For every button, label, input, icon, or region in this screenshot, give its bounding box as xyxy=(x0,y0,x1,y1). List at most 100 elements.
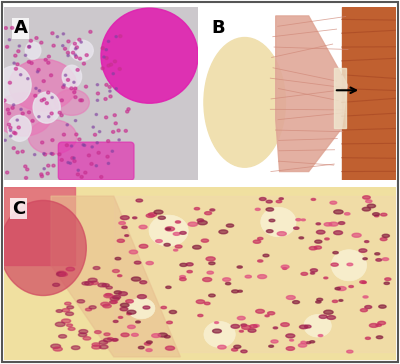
Circle shape xyxy=(193,245,201,249)
Circle shape xyxy=(136,199,142,202)
Circle shape xyxy=(16,151,19,154)
Circle shape xyxy=(212,329,221,333)
Circle shape xyxy=(82,282,89,285)
Circle shape xyxy=(106,286,112,289)
Circle shape xyxy=(68,327,75,331)
Circle shape xyxy=(299,237,304,239)
Circle shape xyxy=(84,171,87,174)
Circle shape xyxy=(66,124,68,126)
Circle shape xyxy=(112,295,121,299)
Circle shape xyxy=(121,333,129,337)
Circle shape xyxy=(166,286,171,288)
Circle shape xyxy=(329,222,338,226)
Circle shape xyxy=(72,51,75,54)
Circle shape xyxy=(112,131,115,133)
Circle shape xyxy=(139,225,147,229)
Circle shape xyxy=(78,38,81,41)
Circle shape xyxy=(137,294,146,298)
Circle shape xyxy=(118,292,127,296)
Circle shape xyxy=(176,221,180,223)
Circle shape xyxy=(107,162,110,165)
Circle shape xyxy=(40,173,43,176)
Circle shape xyxy=(96,99,99,101)
Circle shape xyxy=(6,171,9,174)
Circle shape xyxy=(337,286,346,290)
Ellipse shape xyxy=(62,65,82,88)
Circle shape xyxy=(12,131,16,134)
Circle shape xyxy=(66,312,74,316)
Circle shape xyxy=(94,331,101,333)
Circle shape xyxy=(174,249,178,251)
Circle shape xyxy=(104,338,112,342)
Circle shape xyxy=(76,173,80,176)
Circle shape xyxy=(253,240,261,243)
Circle shape xyxy=(127,108,130,111)
Circle shape xyxy=(35,87,37,90)
Circle shape xyxy=(263,254,269,257)
Circle shape xyxy=(106,155,109,158)
Circle shape xyxy=(214,322,218,324)
Circle shape xyxy=(87,154,90,157)
Circle shape xyxy=(16,119,18,121)
Circle shape xyxy=(53,347,62,351)
Circle shape xyxy=(207,271,214,274)
Circle shape xyxy=(38,116,40,118)
Circle shape xyxy=(6,108,10,111)
Circle shape xyxy=(164,335,170,338)
Circle shape xyxy=(268,312,275,315)
Circle shape xyxy=(258,237,263,240)
Circle shape xyxy=(36,71,39,73)
Circle shape xyxy=(286,347,294,351)
Circle shape xyxy=(378,321,386,325)
Circle shape xyxy=(105,57,108,59)
Circle shape xyxy=(66,79,70,81)
Circle shape xyxy=(256,309,264,313)
Circle shape xyxy=(266,230,273,233)
Text: A: A xyxy=(14,19,28,37)
Circle shape xyxy=(96,92,100,95)
Circle shape xyxy=(381,213,387,216)
Circle shape xyxy=(327,316,336,319)
Circle shape xyxy=(50,112,53,115)
Ellipse shape xyxy=(331,250,366,281)
Circle shape xyxy=(382,258,389,261)
Circle shape xyxy=(180,276,186,278)
Circle shape xyxy=(234,345,241,348)
Circle shape xyxy=(201,239,208,242)
Polygon shape xyxy=(51,196,180,357)
Circle shape xyxy=(90,162,93,165)
Circle shape xyxy=(65,302,71,305)
Circle shape xyxy=(65,144,68,147)
Circle shape xyxy=(80,99,84,102)
Circle shape xyxy=(66,51,70,54)
Circle shape xyxy=(118,316,123,318)
Circle shape xyxy=(47,62,50,64)
Circle shape xyxy=(154,210,163,214)
Circle shape xyxy=(60,159,63,161)
Circle shape xyxy=(104,294,113,298)
Circle shape xyxy=(82,144,84,146)
Circle shape xyxy=(91,146,93,148)
Circle shape xyxy=(73,81,75,83)
Circle shape xyxy=(369,324,378,327)
Circle shape xyxy=(77,169,80,171)
Circle shape xyxy=(129,250,138,254)
Circle shape xyxy=(62,309,70,312)
Circle shape xyxy=(12,147,15,150)
Circle shape xyxy=(301,219,305,221)
Circle shape xyxy=(223,278,231,281)
FancyBboxPatch shape xyxy=(114,196,396,352)
Circle shape xyxy=(352,233,361,237)
Circle shape xyxy=(209,262,215,265)
Circle shape xyxy=(117,129,120,132)
Circle shape xyxy=(269,345,274,347)
Circle shape xyxy=(46,172,49,175)
Circle shape xyxy=(29,39,32,42)
Circle shape xyxy=(78,138,81,141)
Circle shape xyxy=(92,126,94,128)
Circle shape xyxy=(138,346,144,349)
Circle shape xyxy=(89,31,92,33)
Circle shape xyxy=(117,239,124,242)
Circle shape xyxy=(44,58,47,61)
Circle shape xyxy=(44,153,46,156)
